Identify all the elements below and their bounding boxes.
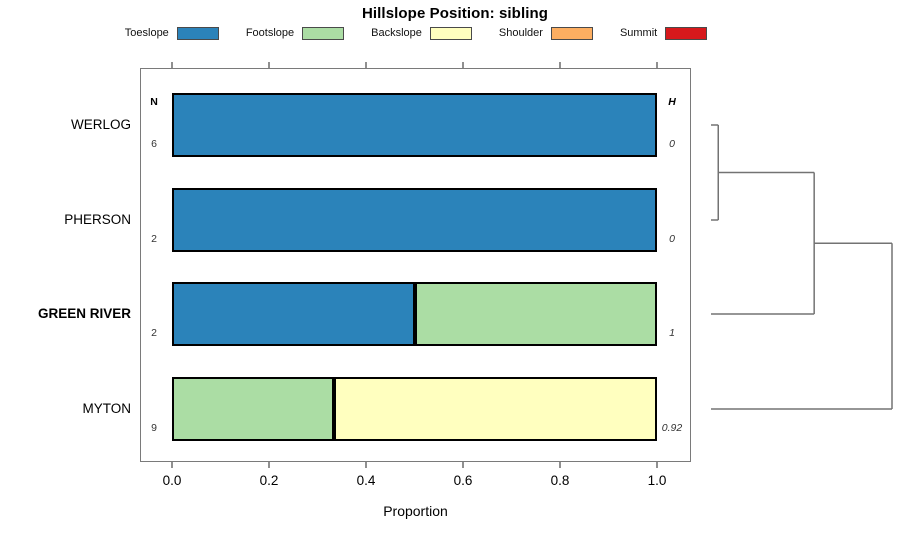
y-axis-label-myton: MYTON [82, 401, 131, 416]
bar-segment-green-river-footslope [414, 282, 657, 346]
y-axis-label-werlog: WERLOG [70, 117, 131, 132]
legend-swatch-toeslope [176, 26, 219, 40]
legend: Toeslope Footslope Backslope Shoulder Summit [0, 25, 832, 41]
bar-segment-werlog-toeslope [172, 93, 657, 157]
h-value-pherson: 0 [669, 233, 675, 245]
h-column-header: H [668, 96, 676, 108]
x-tick-label-0.0: 0.0 [162, 473, 182, 488]
x-tick-label-0.8: 0.8 [550, 473, 570, 488]
legend-item-footslope: Footslope [245, 26, 345, 40]
n-value-werlog: 6 [151, 138, 157, 150]
legend-swatch-footslope [302, 26, 345, 40]
legend-item-summit: Summit [619, 26, 708, 40]
legend-label: Summit [619, 27, 658, 39]
n-column-header: N [150, 96, 158, 108]
legend-label: Backslope [371, 27, 422, 39]
legend-item-toeslope: Toeslope [124, 26, 219, 40]
bar-segment-myton-backslope [333, 377, 657, 441]
legend-swatch-summit [665, 26, 708, 40]
legend-item-backslope: Backslope [371, 26, 472, 40]
x-axis-title: Proportion [383, 503, 448, 519]
bar-segment-pherson-toeslope [172, 188, 657, 252]
h-value-myton: 0.92 [661, 422, 683, 434]
legend-label: Footslope [245, 27, 295, 39]
x-tick-label-0.2: 0.2 [259, 473, 279, 488]
x-tick-label-0.4: 0.4 [356, 473, 376, 488]
bar-segment-myton-footslope [172, 377, 334, 441]
bar-segment-green-river-toeslope [172, 282, 415, 346]
n-value-pherson: 2 [151, 233, 157, 245]
x-tick-label-1.0: 1.0 [647, 473, 667, 488]
n-value-myton: 9 [151, 422, 157, 434]
legend-label: Toeslope [124, 27, 169, 39]
x-tick-label-0.6: 0.6 [453, 473, 473, 488]
legend-item-shoulder: Shoulder [498, 26, 593, 40]
h-value-werlog: 0 [669, 138, 675, 150]
y-axis-label-green-river: GREEN RIVER [37, 306, 131, 321]
n-value-green-river: 2 [151, 327, 157, 339]
legend-swatch-backslope [429, 26, 472, 40]
chart-title: Hillslope Position: sibling [361, 5, 549, 22]
y-axis-label-pherson: PHERSON [64, 212, 131, 227]
legend-label: Shoulder [498, 27, 543, 39]
h-value-green-river: 1 [669, 327, 675, 339]
legend-swatch-shoulder [550, 26, 593, 40]
